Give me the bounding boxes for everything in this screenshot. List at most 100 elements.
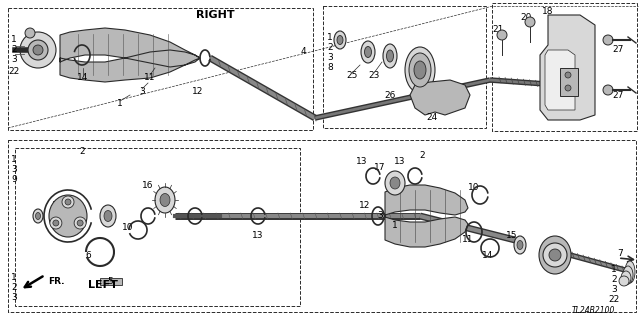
Text: 9: 9 (11, 175, 17, 184)
Circle shape (549, 249, 561, 261)
Ellipse shape (387, 50, 394, 62)
Ellipse shape (365, 47, 371, 57)
Text: 2: 2 (11, 46, 17, 55)
Text: RIGHT: RIGHT (196, 10, 234, 20)
Circle shape (603, 35, 613, 45)
Text: 13: 13 (163, 190, 173, 199)
Ellipse shape (155, 187, 175, 213)
Ellipse shape (619, 276, 629, 286)
Ellipse shape (414, 61, 426, 79)
Circle shape (53, 220, 59, 226)
Text: 24: 24 (426, 114, 438, 122)
Text: 18: 18 (542, 8, 554, 17)
Text: 15: 15 (52, 201, 64, 210)
Circle shape (525, 17, 535, 27)
Circle shape (50, 217, 62, 229)
Circle shape (74, 217, 86, 229)
Circle shape (603, 85, 613, 95)
Text: 20: 20 (520, 13, 532, 23)
Polygon shape (385, 185, 468, 247)
Circle shape (565, 72, 571, 78)
Ellipse shape (361, 41, 375, 63)
Text: 6: 6 (85, 251, 91, 261)
Circle shape (543, 243, 567, 267)
Text: TL24B2100: TL24B2100 (572, 306, 616, 315)
Text: 10: 10 (122, 224, 134, 233)
Text: 14: 14 (483, 251, 493, 261)
Text: 16: 16 (142, 181, 154, 189)
Text: 2: 2 (11, 284, 17, 293)
Circle shape (20, 32, 56, 68)
Bar (8, 8, 313, 130)
Text: 14: 14 (77, 73, 89, 83)
Text: 3: 3 (611, 286, 617, 294)
Text: 8: 8 (327, 63, 333, 72)
Text: 12: 12 (192, 87, 204, 97)
Circle shape (62, 196, 74, 208)
Ellipse shape (539, 236, 571, 274)
Text: 11: 11 (144, 73, 156, 83)
Text: 5: 5 (107, 278, 113, 286)
Text: 1: 1 (611, 265, 617, 275)
Text: 3: 3 (377, 211, 383, 219)
Bar (8, 140, 636, 312)
Text: 2: 2 (419, 151, 425, 160)
Polygon shape (540, 15, 595, 120)
Bar (492, 3, 637, 131)
Text: 22: 22 (609, 295, 620, 305)
Circle shape (65, 199, 71, 205)
Text: 19: 19 (554, 68, 566, 77)
Bar (15, 148, 300, 306)
Text: 3: 3 (11, 293, 17, 302)
Text: 22: 22 (8, 68, 20, 77)
Ellipse shape (514, 236, 526, 254)
Text: 3: 3 (327, 54, 333, 63)
Text: 1: 1 (11, 35, 17, 44)
Ellipse shape (517, 241, 523, 249)
Ellipse shape (104, 211, 112, 221)
Circle shape (33, 45, 43, 55)
Text: 17: 17 (374, 164, 386, 173)
Bar (560, 68, 578, 96)
Ellipse shape (334, 31, 346, 49)
Ellipse shape (49, 195, 87, 237)
Ellipse shape (385, 171, 405, 195)
Text: 23: 23 (368, 71, 380, 80)
Ellipse shape (100, 205, 116, 227)
Bar (323, 6, 486, 128)
Text: 13: 13 (394, 158, 406, 167)
Circle shape (497, 30, 507, 40)
Ellipse shape (625, 261, 635, 283)
Text: 15: 15 (506, 231, 518, 240)
Text: 3: 3 (139, 87, 145, 97)
Text: 2: 2 (327, 43, 333, 53)
Text: 1: 1 (327, 33, 333, 42)
Polygon shape (60, 28, 200, 82)
Ellipse shape (160, 194, 170, 206)
Text: 2: 2 (79, 147, 85, 157)
Text: 4: 4 (300, 48, 306, 56)
Text: 26: 26 (384, 92, 396, 100)
Ellipse shape (405, 47, 435, 93)
Ellipse shape (35, 212, 40, 219)
Text: 27: 27 (612, 46, 624, 55)
Ellipse shape (383, 44, 397, 68)
Polygon shape (545, 50, 575, 110)
Text: 1: 1 (392, 220, 398, 229)
Circle shape (565, 85, 571, 91)
Circle shape (77, 220, 83, 226)
Text: 3: 3 (11, 166, 17, 174)
Ellipse shape (623, 266, 633, 284)
Text: 27: 27 (612, 91, 624, 100)
Text: 25: 25 (346, 71, 358, 80)
Circle shape (28, 40, 48, 60)
Ellipse shape (409, 53, 431, 87)
Text: 1: 1 (11, 155, 17, 165)
Text: FR.: FR. (48, 278, 65, 286)
Ellipse shape (390, 177, 400, 189)
Ellipse shape (337, 35, 343, 44)
Circle shape (25, 28, 35, 38)
Text: 13: 13 (252, 232, 264, 241)
Ellipse shape (33, 209, 43, 223)
Text: 11: 11 (462, 235, 474, 244)
